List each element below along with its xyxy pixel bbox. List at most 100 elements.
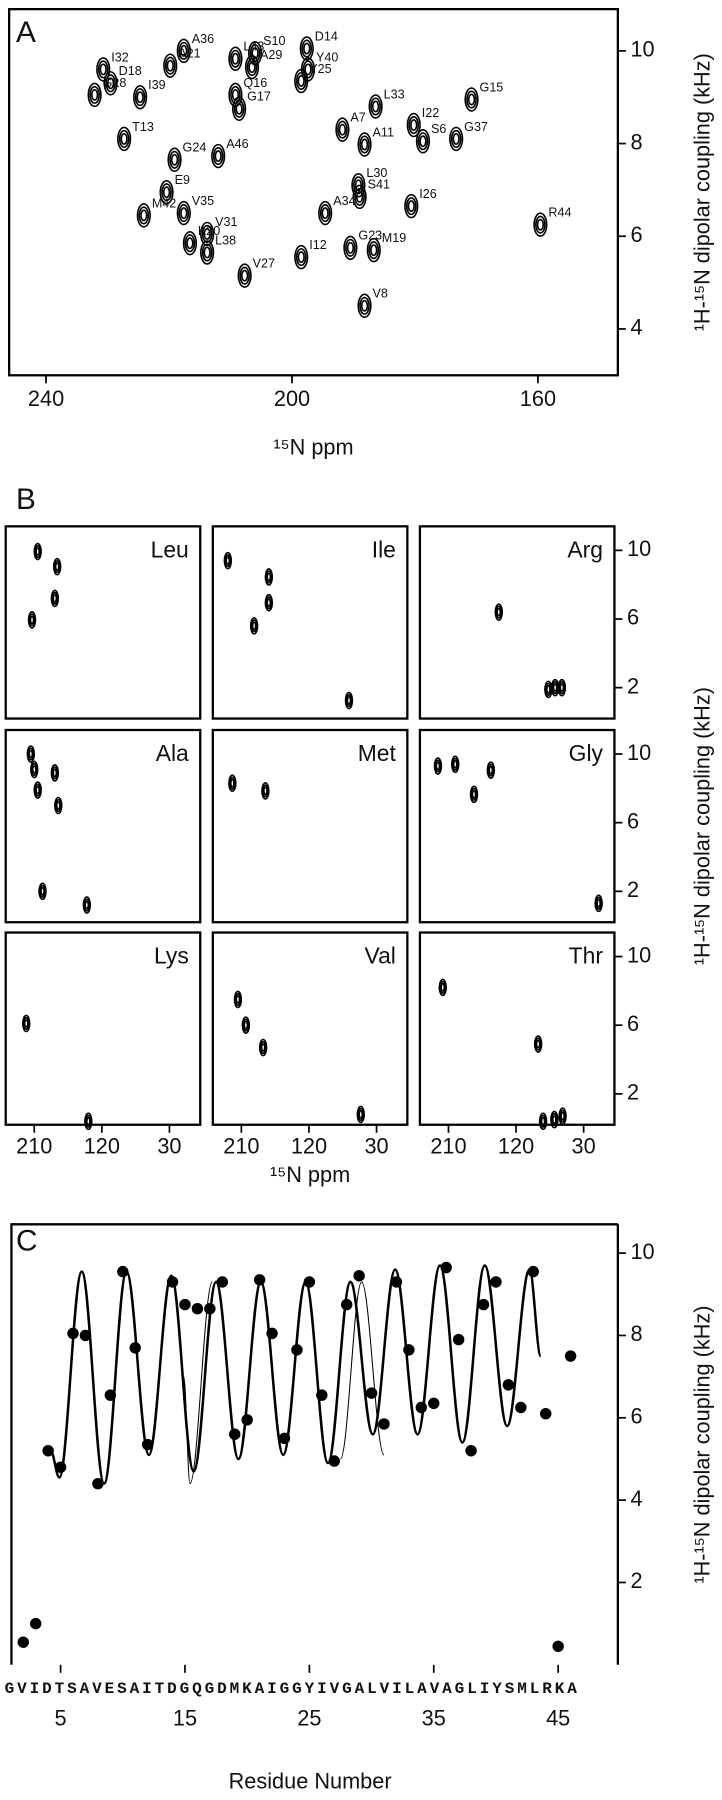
peak (486, 761, 496, 779)
peak (438, 978, 447, 997)
contour (535, 215, 546, 234)
peak (182, 230, 198, 256)
contour (85, 1116, 91, 1126)
plot-frame (418, 728, 616, 924)
plot-frame (4, 525, 202, 720)
contour (360, 299, 369, 312)
contour (433, 757, 443, 775)
contour (405, 197, 417, 216)
contour (27, 611, 37, 629)
data-point (552, 1640, 564, 1653)
peak-label: Y25 (309, 62, 331, 76)
y-tick-label: 4 (630, 315, 642, 340)
peak (228, 46, 243, 71)
contour (495, 605, 503, 619)
contour (200, 240, 215, 265)
contour (40, 886, 45, 896)
data-point (253, 1274, 266, 1286)
x-tick-label: 15 (173, 1705, 197, 1730)
peak (538, 1112, 548, 1131)
peak (163, 53, 178, 78)
x-tick-label: 35 (422, 1705, 446, 1730)
peak-label: A21 (178, 47, 200, 61)
peak (356, 1105, 366, 1124)
data-point (92, 1477, 104, 1490)
peak-label: I12 (309, 238, 327, 252)
contour (440, 983, 446, 992)
contour (558, 681, 566, 695)
contour (84, 1112, 93, 1131)
data-point (266, 1327, 278, 1340)
peak (244, 54, 260, 80)
contour (200, 221, 215, 247)
contour (248, 61, 256, 74)
contour (263, 786, 268, 796)
y-tick-label: 6 (627, 605, 639, 630)
contour (166, 59, 174, 72)
contour (536, 218, 545, 231)
contour (90, 88, 99, 101)
contour (52, 768, 58, 778)
peak (159, 179, 174, 205)
contour (241, 269, 249, 282)
data-point (365, 1387, 378, 1399)
contour (295, 71, 307, 91)
contour (368, 94, 383, 119)
contour (39, 884, 46, 898)
data-point (278, 1432, 291, 1445)
contour (357, 132, 372, 157)
contour (318, 200, 333, 226)
data-point (564, 1350, 577, 1362)
contour (35, 785, 41, 795)
contour (28, 749, 34, 759)
contour (355, 190, 364, 203)
contour (201, 224, 213, 243)
peak (550, 1110, 559, 1129)
contour (595, 896, 602, 910)
peak (433, 757, 443, 775)
panel-title: Arg (567, 537, 603, 563)
peak-label: D14 (315, 29, 338, 43)
x-axis-title: Residue Number (229, 1768, 392, 1793)
contour (133, 84, 148, 110)
contour (164, 56, 176, 75)
peak-label: V35 (192, 194, 214, 208)
x-axis-title: ¹⁵N ppm (270, 1162, 350, 1187)
peak (264, 593, 274, 612)
contour (471, 789, 477, 799)
peak (50, 764, 60, 782)
peak (464, 87, 479, 112)
peak (294, 68, 309, 94)
contour (31, 765, 37, 774)
peak-label: E9 (175, 173, 190, 187)
data-point (29, 1617, 42, 1630)
data-point (353, 1270, 365, 1282)
plot-frame (10, 1223, 620, 1665)
contour (34, 544, 41, 559)
x-tick-label: 120 (84, 1133, 120, 1158)
y-tick-label: 10 (630, 1239, 654, 1264)
contour (140, 209, 148, 222)
data-point (452, 1333, 465, 1346)
peak (200, 240, 215, 265)
peak-label: K20 (198, 224, 220, 238)
peak (241, 1016, 251, 1035)
fit-curve (339, 1281, 385, 1460)
contour (295, 248, 307, 267)
peak (176, 200, 191, 226)
peak (84, 1112, 93, 1131)
peak (117, 126, 132, 152)
contour (225, 556, 231, 566)
peak-label: I22 (422, 106, 440, 120)
peak-label: L30 (366, 166, 387, 180)
contour (21, 1014, 31, 1033)
contour (419, 135, 427, 148)
data-point (241, 1414, 253, 1426)
contour (33, 781, 42, 799)
data-point (117, 1265, 129, 1278)
x-tick-label: 240 (28, 386, 64, 411)
peak (261, 782, 270, 800)
contour (50, 589, 60, 608)
y-tick-label: 6 (627, 808, 639, 833)
contour (435, 761, 441, 771)
